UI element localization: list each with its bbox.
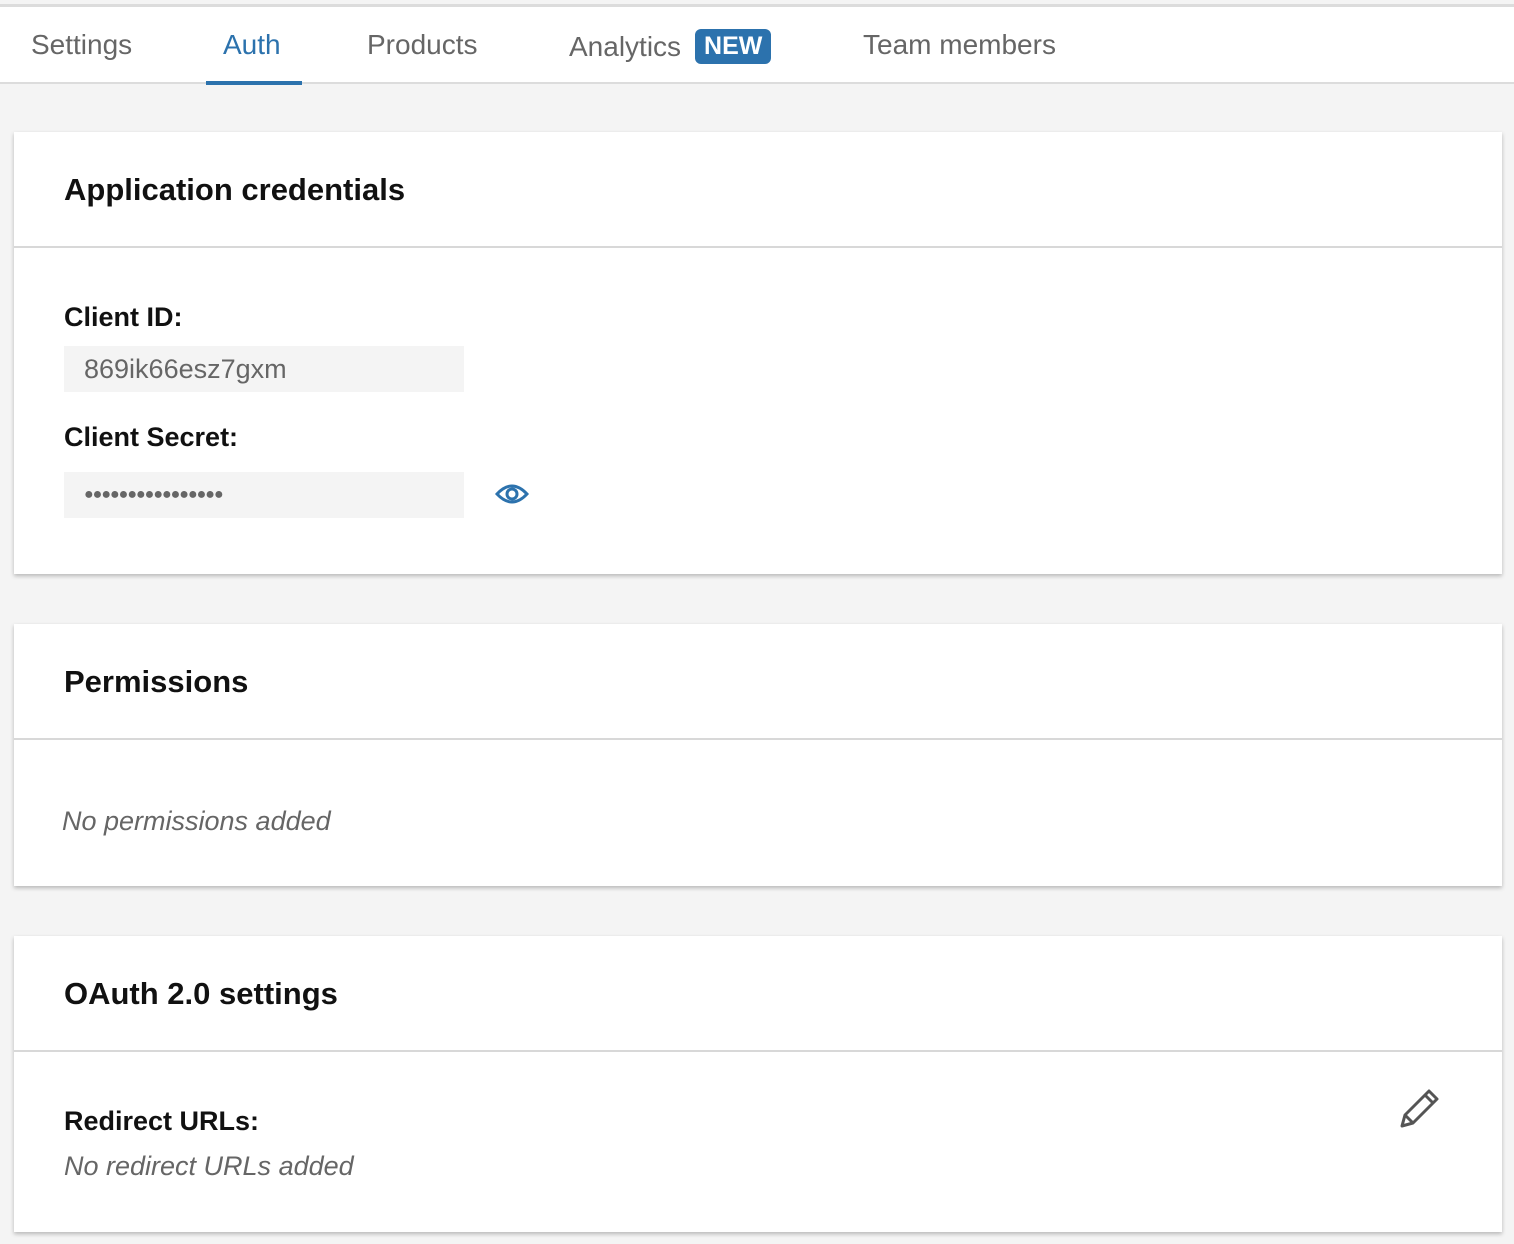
client-secret-label: Client Secret: bbox=[64, 422, 239, 452]
active-tab-indicator bbox=[206, 81, 302, 85]
credentials-title: Application credentials bbox=[14, 132, 1502, 248]
client-secret-field[interactable]: ●●●●●●●●●●●●●●●● bbox=[64, 472, 464, 518]
oauth-title: OAuth 2.0 settings bbox=[14, 936, 1502, 1052]
no-redirect-urls-text: No redirect URLs added bbox=[64, 1151, 354, 1181]
credentials-card: Application credentials Client ID: 869ik… bbox=[14, 132, 1502, 574]
new-badge: NEW bbox=[695, 29, 772, 64]
pencil-icon[interactable] bbox=[1398, 1086, 1442, 1130]
tab-auth[interactable]: Auth bbox=[223, 29, 281, 60]
tab-analytics[interactable]: Analytics NEW bbox=[569, 29, 772, 64]
tab-bar: Settings Auth Products Analytics NEW Team… bbox=[0, 4, 1514, 85]
permissions-title: Permissions bbox=[14, 624, 1502, 740]
client-id-label: Client ID: bbox=[64, 302, 183, 332]
client-id-field[interactable]: 869ik66esz7gxm bbox=[64, 346, 464, 392]
tab-analytics-label: Analytics bbox=[569, 31, 682, 62]
redirect-urls-label: Redirect URLs: bbox=[64, 1106, 260, 1136]
eye-icon[interactable] bbox=[495, 480, 529, 508]
tab-products[interactable]: Products bbox=[367, 29, 478, 60]
no-permissions-text: No permissions added bbox=[62, 806, 331, 836]
permissions-card: Permissions No permissions added bbox=[14, 624, 1502, 886]
tab-team-members[interactable]: Team members bbox=[863, 29, 1056, 60]
oauth-card: OAuth 2.0 settings Redirect URLs: No red… bbox=[14, 936, 1502, 1232]
tab-settings[interactable]: Settings bbox=[31, 29, 133, 60]
